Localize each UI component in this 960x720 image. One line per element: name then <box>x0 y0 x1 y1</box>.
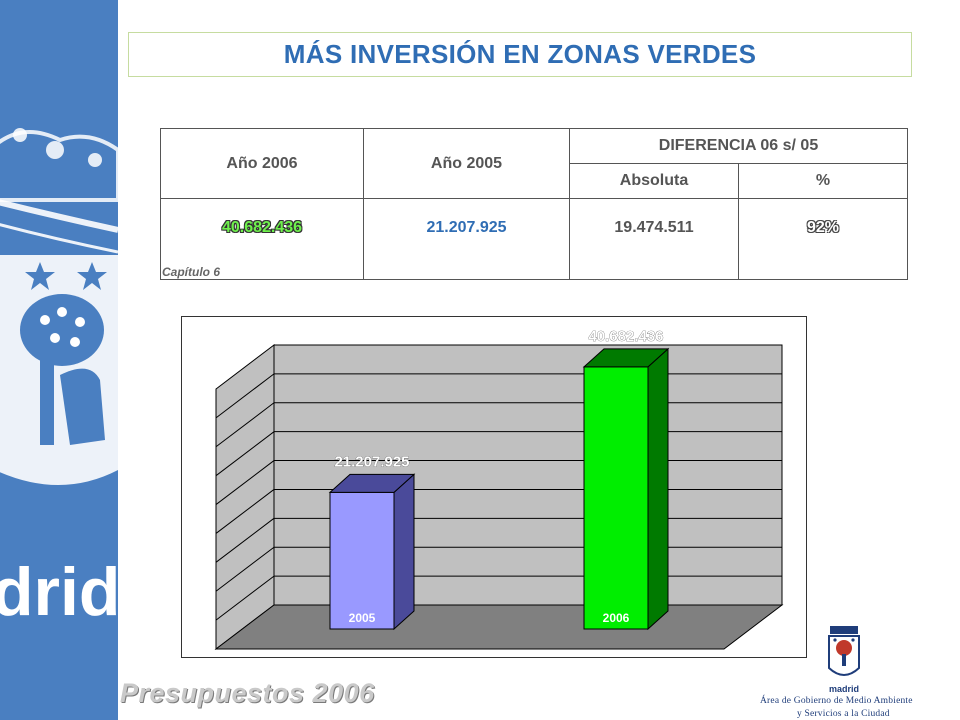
gridline-side <box>215 489 275 534</box>
data-label-2006: 40.682.436 <box>588 328 663 345</box>
bar-2005 <box>329 491 395 630</box>
sidebar-band: drid <box>0 0 118 720</box>
title-box: MÁS INVERSIÓN EN ZONAS VERDES <box>128 32 912 77</box>
data-label-2005: 21.207.925 <box>334 453 409 470</box>
gridline-side <box>215 373 275 419</box>
chart-canvas: 21.207.925 2005 40.682.436 2006 <box>214 328 784 651</box>
table-row: 40.682.436 21.207.925 19.474.511 92% <box>160 198 908 280</box>
category-label-2006: 2006 <box>603 611 630 625</box>
header-absolute: Absoluta <box>569 163 739 199</box>
logo-name: madrid <box>828 684 859 694</box>
bar-top-2005 <box>328 473 416 493</box>
bar-side-2006 <box>647 347 669 631</box>
madrid-logo: madrid Área de Gobierno de Medio Ambient… <box>760 620 960 720</box>
logo-department-line1: Área de Gobierno de Medio Ambiente <box>760 696 913 706</box>
chart-bars: 21.207.925 2005 40.682.436 2006 <box>328 328 670 631</box>
gridline-side <box>215 575 275 621</box>
chart-side-wall <box>215 343 275 651</box>
cell-2005-value: 21.207.925 <box>363 198 570 280</box>
page-title: MÁS INVERSIÓN EN ZONAS VERDES <box>283 39 757 69</box>
table-subheader-row: Absoluta % <box>161 163 908 199</box>
gridline-side <box>215 431 275 477</box>
cell-percent-value: 92% <box>738 198 908 280</box>
gridline-side <box>215 546 275 592</box>
category-label-2005: 2005 <box>349 611 376 625</box>
madrid-crest-icon <box>828 626 860 676</box>
cell-absolute-value: 19.474.511 <box>569 198 739 280</box>
gridline-side <box>215 460 275 505</box>
cell-2006-value: 40.682.436 <box>160 198 364 280</box>
gridline-side <box>215 402 275 448</box>
gridline-side <box>215 517 275 563</box>
logo-department-line2: y Servicios a la Ciudad <box>797 709 890 719</box>
header-difference: DIFERENCIA 06 s/ 05 <box>569 128 908 164</box>
header-year-2006: Año 2006 <box>160 128 364 199</box>
bar-top-2006 <box>582 348 670 368</box>
chart-floor <box>214 604 784 650</box>
chapter-label: Capítulo 6 <box>162 265 221 279</box>
table-header-row: Año 2006 Año 2005 DIFERENCIA 06 s/ 05 <box>160 128 908 199</box>
header-year-2005: Año 2005 <box>363 128 570 199</box>
bar-2006 <box>583 366 649 630</box>
header-percent: % <box>738 163 908 199</box>
investment-table: Año 2006 Año 2005 DIFERENCIA 06 s/ 05 Ab… <box>160 128 908 280</box>
footer-budget-label: Presupuestos 2006 <box>120 678 375 708</box>
bar-chart: 21.207.925 2005 40.682.436 2006 <box>181 316 807 658</box>
sidebar-lettering: drid <box>0 554 118 630</box>
madrid-emblem-watermark: drid <box>0 128 118 630</box>
bar-side-2005 <box>393 473 415 631</box>
